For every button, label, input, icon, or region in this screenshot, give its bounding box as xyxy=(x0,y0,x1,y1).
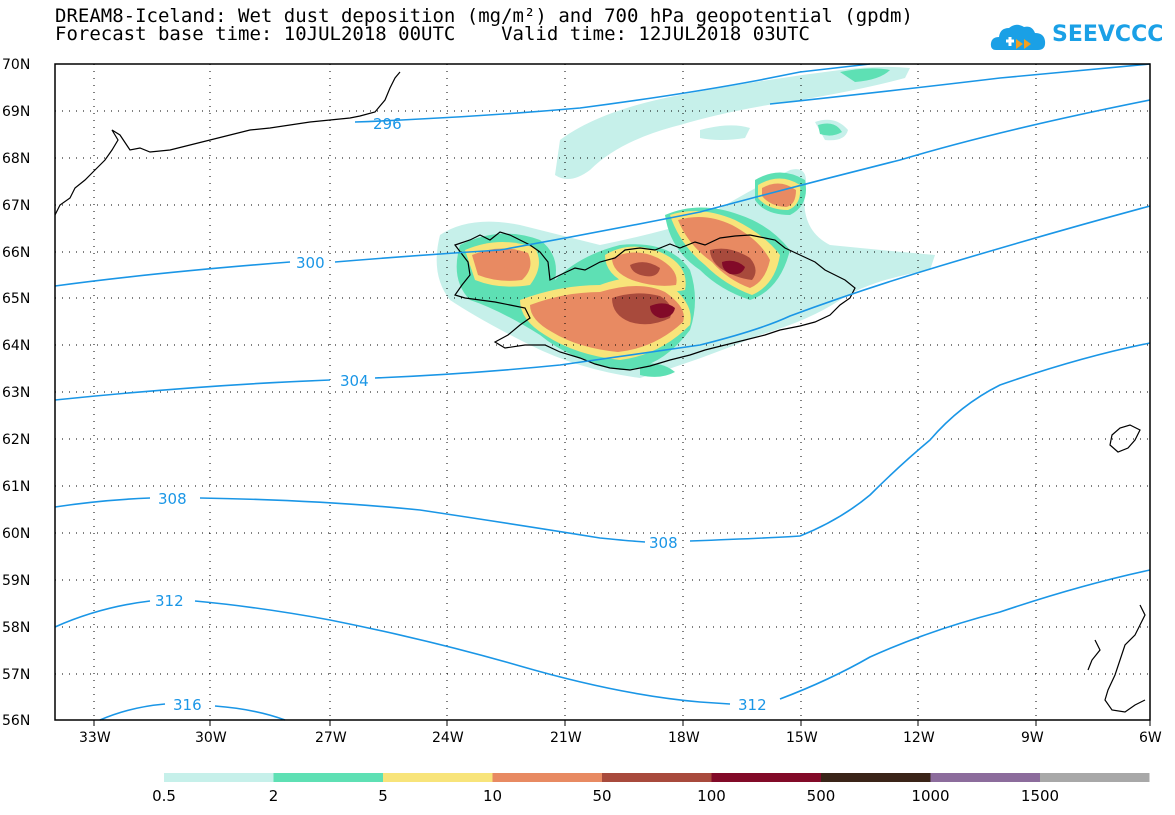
logo-text: SEEVCCC xyxy=(1052,22,1164,47)
lon-label: 27W xyxy=(315,730,347,746)
colorbar-swatch xyxy=(492,773,602,782)
colorbar-label: 2 xyxy=(268,787,279,805)
lat-label: 60N xyxy=(2,526,30,542)
contour-label: 312 xyxy=(738,696,767,714)
lon-label: 12W xyxy=(903,730,935,746)
map-subtitle-times: Forecast base time: 10JUL2018 00UTC Vali… xyxy=(55,23,810,45)
lat-label: 68N xyxy=(2,151,30,167)
contour-300 xyxy=(54,99,1151,287)
colorbar-swatch xyxy=(821,773,931,782)
lat-label: 67N xyxy=(2,198,30,214)
lat-label: 63N xyxy=(2,385,30,401)
lat-label: 69N xyxy=(2,104,30,120)
contour-312 xyxy=(54,569,1151,705)
lon-label: 18W xyxy=(668,730,700,746)
lon-label: 30W xyxy=(195,730,227,746)
colorbar-label: 50 xyxy=(592,787,612,805)
contour-296 xyxy=(354,63,871,123)
lon-label: 21W xyxy=(550,730,582,746)
map-frame xyxy=(54,63,1151,721)
lat-label: 66N xyxy=(2,245,30,261)
lat-label: 62N xyxy=(2,432,30,448)
contour-label: 308 xyxy=(649,534,678,552)
lat-label: 70N xyxy=(2,57,30,73)
lat-label: 64N xyxy=(2,338,30,354)
latitude-labels: 56N 57N 58N 59N 60N 61N 62N 63N 64N 65N … xyxy=(2,57,30,729)
contour-labels: 296 300 304 308 308 312 312 316 xyxy=(155,115,767,714)
lat-label: 59N xyxy=(2,573,30,589)
geopotential-contours xyxy=(54,63,1151,721)
lon-label: 15W xyxy=(786,730,818,746)
cloud-logo-icon xyxy=(990,24,1046,50)
dust-deposition-field xyxy=(436,66,935,378)
lat-label: 61N xyxy=(2,479,30,495)
contour-label: 308 xyxy=(158,490,187,508)
colorbar-swatch xyxy=(930,773,1040,782)
colorbar-label: 10 xyxy=(482,787,503,805)
lat-label: 58N xyxy=(2,620,30,636)
contour-label: 312 xyxy=(155,592,184,610)
longitude-labels: 33W 30W 27W 24W 21W 18W 15W 12W 9W 6W xyxy=(79,730,1162,746)
lat-label: 56N xyxy=(2,713,30,729)
lat-lon-grid xyxy=(55,64,1150,720)
colorbar-label: 100 xyxy=(697,787,726,805)
lon-label: 6W xyxy=(1139,730,1162,746)
contour-296-east xyxy=(769,63,1151,105)
contour-316 xyxy=(99,703,286,721)
lon-label: 33W xyxy=(79,730,111,746)
contour-label: 304 xyxy=(340,372,369,390)
lat-label: 57N xyxy=(2,667,30,683)
lon-label: 24W xyxy=(432,730,464,746)
colorbar-label: 500 xyxy=(806,787,836,805)
map-title: DREAM8-Iceland: Wet dust deposition (mg/… xyxy=(55,5,913,27)
contour-label: 296 xyxy=(373,115,402,133)
colorbar-swatch xyxy=(1040,773,1150,782)
lat-label: 65N xyxy=(2,291,30,307)
lon-label: 9W xyxy=(1021,730,1044,746)
contour-308 xyxy=(54,342,1151,543)
coastlines xyxy=(54,71,1146,713)
colorbar-swatch xyxy=(711,773,821,782)
colorbar-label: 0.5 xyxy=(152,787,176,805)
colorbar-label: 5 xyxy=(378,787,388,805)
contour-label: 316 xyxy=(173,696,202,714)
colorbar-swatch xyxy=(602,773,712,782)
colorbar-swatch xyxy=(164,773,274,782)
contour-label: 300 xyxy=(296,254,325,272)
colorbar xyxy=(164,773,1150,782)
colorbar-label: 1000 xyxy=(911,787,950,805)
contour-304 xyxy=(54,205,1151,401)
colorbar-swatch xyxy=(383,773,493,782)
colorbar-label: 1500 xyxy=(1020,787,1060,805)
colorbar-swatch xyxy=(273,773,383,782)
axis-ticks xyxy=(93,720,1151,726)
